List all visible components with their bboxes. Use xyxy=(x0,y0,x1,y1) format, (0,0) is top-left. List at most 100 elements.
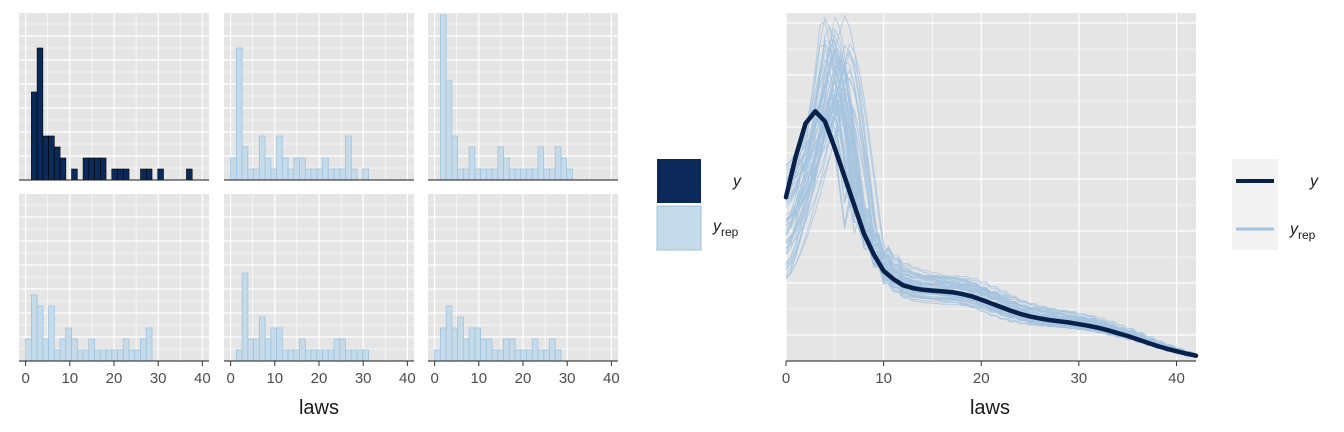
bar-yrep xyxy=(468,327,476,362)
bar-y xyxy=(145,168,153,181)
bar-yrep xyxy=(543,168,550,181)
bar-yrep xyxy=(474,327,481,362)
bar-yrep xyxy=(350,349,358,362)
bar-yrep xyxy=(333,338,341,362)
x-tick-label: 0 xyxy=(21,370,29,387)
bar-y xyxy=(186,168,193,181)
bar-yrep xyxy=(99,349,107,362)
bar-yrep xyxy=(566,168,573,181)
bar-yrep xyxy=(362,349,369,362)
bar-yrep xyxy=(235,47,243,181)
bar-yrep xyxy=(270,327,277,362)
bar-yrep xyxy=(293,349,300,362)
x-tick-label: 0 xyxy=(782,370,790,387)
bar-yrep xyxy=(128,349,136,362)
bar-yrep xyxy=(345,349,352,362)
bar-yrep xyxy=(339,168,346,181)
bar-y xyxy=(54,146,61,181)
bar-y xyxy=(88,157,95,181)
legend-label-yrep-sub: rep xyxy=(721,225,739,239)
density-legend-label-y: y xyxy=(1309,173,1319,190)
histogram-panel-4 xyxy=(19,194,209,362)
x-tick-label: 40 xyxy=(194,370,211,387)
bar-yrep xyxy=(549,168,556,181)
bar-yrep xyxy=(333,168,341,181)
bar-yrep xyxy=(88,338,95,362)
x-tick-label: 20 xyxy=(515,370,532,387)
x-tick-label: 10 xyxy=(875,370,892,387)
bar-yrep xyxy=(537,146,545,181)
bar-yrep xyxy=(480,168,487,181)
bar-y xyxy=(59,157,67,181)
bar-yrep xyxy=(59,338,67,362)
bar-yrep xyxy=(322,157,329,181)
bar-yrep xyxy=(30,294,38,362)
bar-yrep xyxy=(514,349,522,362)
bar-yrep xyxy=(42,338,50,362)
bar-yrep xyxy=(356,349,364,362)
yrep-density-line xyxy=(785,16,1197,355)
bar-yrep xyxy=(299,338,306,362)
y-density-line xyxy=(783,109,1199,358)
bar-yrep xyxy=(316,168,323,181)
bar-yrep xyxy=(339,338,346,362)
bar-yrep xyxy=(241,146,249,181)
x-tick-label: 20 xyxy=(106,370,123,387)
bar-yrep xyxy=(526,168,533,181)
x-tick-label: 30 xyxy=(355,370,372,387)
x-tick-label: 20 xyxy=(973,370,990,387)
legend-label-yrep: yrep xyxy=(712,218,739,239)
histogram-panel-2 xyxy=(224,13,414,181)
density-legend-label-yrep-sub: rep xyxy=(1298,228,1316,242)
bar-yrep xyxy=(543,349,550,362)
bar-yrep xyxy=(134,349,141,362)
bar-yrep xyxy=(457,316,464,362)
bar-yrep xyxy=(526,349,533,362)
bar-yrep xyxy=(520,168,527,181)
bar-y xyxy=(94,157,101,181)
bar-yrep xyxy=(485,338,493,362)
bar-yrep xyxy=(474,168,481,181)
bar-yrep xyxy=(287,349,295,362)
yrep-density-line xyxy=(785,111,1197,355)
bar-yrep xyxy=(235,349,243,362)
bar-yrep xyxy=(48,305,55,362)
histogram-x-axes: 0 10 20 30 40 0 10 20 30 40 0 10 20 30 40 xyxy=(21,361,620,387)
bar-yrep xyxy=(304,168,312,181)
x-tick-label: 40 xyxy=(1168,370,1185,387)
bar-yrep xyxy=(503,157,510,181)
bar-yrep xyxy=(462,168,470,181)
bar-yrep xyxy=(258,316,266,362)
bar-yrep xyxy=(362,168,369,181)
bar-yrep xyxy=(554,146,562,181)
x-tick-label: 40 xyxy=(603,370,620,387)
bar-yrep xyxy=(264,338,272,362)
bar-yrep xyxy=(491,168,499,181)
bar-yrep xyxy=(281,157,289,181)
x-tick-label: 20 xyxy=(311,370,328,387)
bar-yrep xyxy=(497,349,504,362)
bar-yrep xyxy=(281,349,289,362)
bar-yrep xyxy=(508,168,516,181)
bar-y xyxy=(157,168,164,181)
bar-yrep xyxy=(439,14,447,181)
bar-yrep xyxy=(445,305,453,362)
bar-yrep xyxy=(508,338,516,362)
bar-yrep xyxy=(537,349,545,362)
bar-y xyxy=(36,47,44,181)
bar-yrep xyxy=(270,168,277,181)
bar-yrep xyxy=(480,338,487,362)
bar-yrep xyxy=(230,157,237,181)
legend-key-y xyxy=(657,159,701,203)
bar-yrep xyxy=(111,349,118,362)
bar-y xyxy=(42,135,49,181)
bar-y xyxy=(122,168,130,181)
bar-yrep xyxy=(322,349,329,362)
bar-yrep xyxy=(497,146,504,181)
bar-yrep xyxy=(457,168,464,181)
bar-yrep xyxy=(53,349,61,362)
bar-yrep xyxy=(247,338,255,362)
bar-yrep xyxy=(462,338,470,362)
bar-yrep xyxy=(554,349,562,362)
